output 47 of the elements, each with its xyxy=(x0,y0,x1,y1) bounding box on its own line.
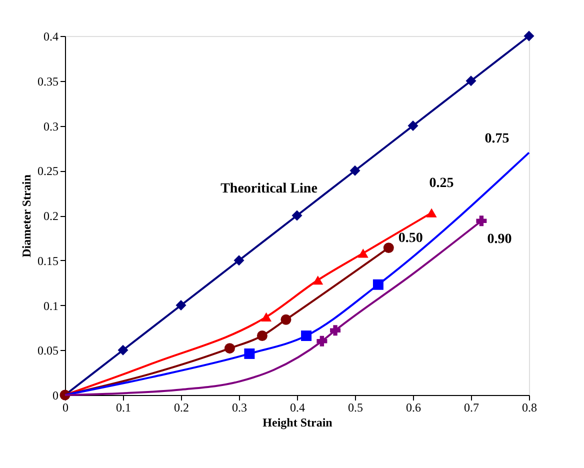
point xyxy=(372,279,384,290)
y-tick-label: 0 xyxy=(52,388,58,402)
point xyxy=(383,242,394,254)
y-tick-label: 0.3 xyxy=(44,119,58,134)
series-label: 0.90 xyxy=(487,232,512,247)
point xyxy=(280,314,292,325)
point xyxy=(261,312,272,322)
x-tick-label: 0.8 xyxy=(522,400,537,414)
x-tick-label: 0.6 xyxy=(406,400,421,414)
point xyxy=(358,248,368,258)
series-label: 0.25 xyxy=(429,176,454,191)
point xyxy=(476,216,487,226)
point xyxy=(330,325,341,336)
point xyxy=(524,30,534,42)
series-label: Theoritical Line xyxy=(220,181,318,196)
point xyxy=(234,255,244,266)
point xyxy=(256,330,268,341)
point xyxy=(426,208,437,218)
series-label: 0.75 xyxy=(484,132,510,147)
x-tick-label: 0 xyxy=(62,400,68,414)
point xyxy=(176,300,186,310)
y-tick-label: 0.1 xyxy=(44,298,58,313)
x-tick-label: 0.3 xyxy=(232,400,247,414)
x-tick-label: 0.2 xyxy=(174,400,189,414)
point xyxy=(408,120,418,131)
point xyxy=(244,348,255,359)
point xyxy=(350,165,360,176)
y-tick-label: 0.2 xyxy=(44,209,58,223)
point xyxy=(466,76,476,86)
point xyxy=(224,343,235,354)
y-tick-label: 0.4 xyxy=(44,30,58,44)
point xyxy=(118,344,128,356)
y-axis-title: Diameter Strain xyxy=(20,174,34,258)
point xyxy=(292,210,302,221)
x-tick-label: 0.5 xyxy=(348,400,363,414)
y-tick-label: 0.05 xyxy=(38,344,58,358)
series-label: 0.50 xyxy=(398,230,423,246)
x-axis-title: Height Strain xyxy=(262,416,333,430)
y-tick-label: 0.15 xyxy=(38,254,58,268)
point xyxy=(312,276,324,285)
y-tick-label: 0.35 xyxy=(38,74,58,88)
x-tick-label: 0.1 xyxy=(116,400,131,414)
y-tick-label: 0.25 xyxy=(38,164,58,178)
point xyxy=(316,336,328,346)
point xyxy=(301,330,312,342)
x-tick-label: 0.7 xyxy=(464,400,479,414)
x-tick-label: 0.4 xyxy=(290,400,305,414)
